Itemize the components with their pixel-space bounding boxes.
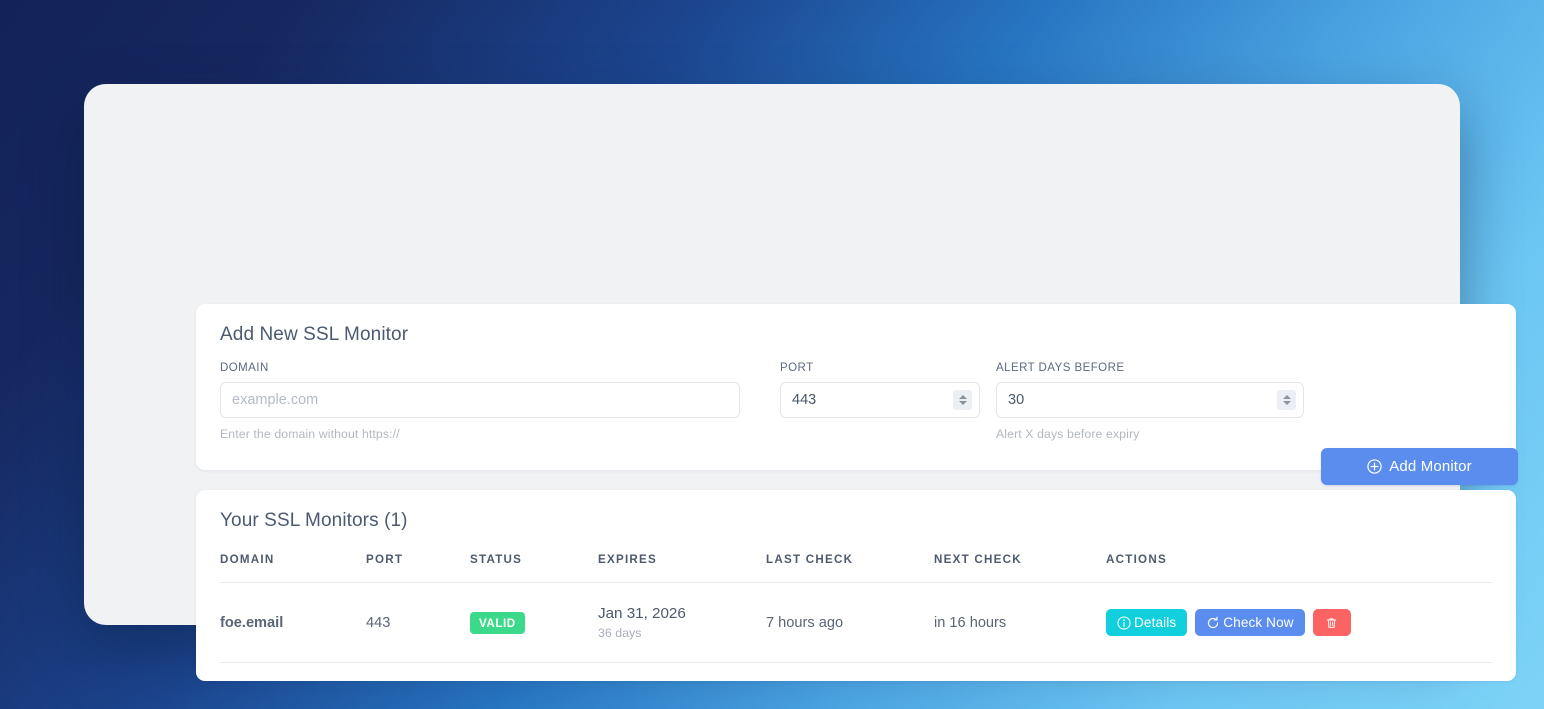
column-header-next-check: NEXT CHECK bbox=[934, 553, 1106, 583]
cell-actions: Details Check Now bbox=[1106, 582, 1492, 663]
add-monitor-card: Add New SSL Monitor DOMAIN Enter the dom… bbox=[196, 304, 1518, 485]
add-monitor-title: Add New SSL Monitor bbox=[220, 324, 409, 345]
port-field-group: PORT bbox=[780, 362, 980, 418]
chevron-up-icon[interactable] bbox=[1282, 395, 1291, 399]
table-header-row: DOMAIN PORT STATUS EXPIRES LAST CHECK NE… bbox=[220, 553, 1492, 583]
alert-days-hint: Alert X days before expiry bbox=[996, 427, 1140, 441]
cell-port: 443 bbox=[366, 582, 470, 663]
plus-circle-icon bbox=[1367, 459, 1382, 474]
port-label: PORT bbox=[780, 362, 814, 374]
domain-input[interactable] bbox=[220, 382, 740, 418]
refresh-icon bbox=[1206, 616, 1220, 630]
expires-days-remaining: 36 days bbox=[598, 626, 642, 640]
port-input[interactable] bbox=[780, 382, 980, 418]
details-button[interactable]: Details bbox=[1106, 609, 1188, 636]
domain-field-group: DOMAIN Enter the domain without https:// bbox=[220, 362, 740, 441]
monitors-table-head: DOMAIN PORT STATUS EXPIRES LAST CHECK NE… bbox=[220, 553, 1492, 583]
alert-days-stepper[interactable] bbox=[1277, 390, 1296, 410]
alert-days-label: ALERT DAYS BEFORE bbox=[996, 362, 1125, 374]
cell-expires: Jan 31, 2026 36 days bbox=[598, 582, 766, 663]
alert-days-input-wrap bbox=[996, 382, 1304, 418]
check-now-button[interactable]: Check Now bbox=[1195, 609, 1305, 636]
port-stepper[interactable] bbox=[953, 390, 972, 410]
monitors-list-title: Your SSL Monitors (1) bbox=[220, 510, 408, 531]
column-header-domain: DOMAIN bbox=[220, 553, 366, 583]
row-actions: Details Check Now bbox=[1106, 609, 1492, 636]
details-button-label: Details bbox=[1134, 615, 1177, 630]
port-input-wrap bbox=[780, 382, 980, 418]
cell-last-check: 7 hours ago bbox=[766, 582, 934, 663]
column-header-expires: EXPIRES bbox=[598, 553, 766, 583]
add-monitor-button[interactable]: Add Monitor bbox=[1321, 448, 1518, 485]
column-header-actions: ACTIONS bbox=[1106, 553, 1492, 583]
table-row: foe.email 443 VALID Jan 31, 2026 36 days… bbox=[220, 582, 1492, 663]
chevron-down-icon[interactable] bbox=[958, 401, 967, 405]
cell-next-check: in 16 hours bbox=[934, 582, 1106, 663]
add-monitor-form: DOMAIN Enter the domain without https://… bbox=[220, 362, 1518, 485]
column-header-last-check: LAST CHECK bbox=[766, 553, 934, 583]
expires-date: Jan 31, 2026 bbox=[598, 605, 686, 622]
trash-icon bbox=[1325, 616, 1338, 630]
status-badge: VALID bbox=[470, 611, 525, 634]
content-panel: Add New SSL Monitor DOMAIN Enter the dom… bbox=[84, 84, 1518, 681]
column-header-port: PORT bbox=[366, 553, 470, 583]
cell-status: VALID bbox=[470, 582, 598, 663]
chevron-up-icon[interactable] bbox=[958, 395, 967, 399]
info-circle-icon bbox=[1117, 615, 1131, 630]
delete-button[interactable] bbox=[1312, 609, 1351, 636]
alert-days-input[interactable] bbox=[996, 382, 1304, 418]
monitors-table-body: foe.email 443 VALID Jan 31, 2026 36 days… bbox=[220, 582, 1492, 663]
monitors-list-card: Your SSL Monitors (1) DOMAIN PORT STATUS… bbox=[196, 490, 1516, 681]
monitors-table: DOMAIN PORT STATUS EXPIRES LAST CHECK NE… bbox=[220, 553, 1492, 663]
check-now-button-label: Check Now bbox=[1223, 615, 1294, 630]
alert-days-field-group: ALERT DAYS BEFORE Alert X days before ex… bbox=[996, 362, 1304, 441]
chevron-down-icon[interactable] bbox=[1282, 401, 1291, 405]
add-monitor-button-label: Add Monitor bbox=[1389, 458, 1472, 475]
column-header-status: STATUS bbox=[470, 553, 598, 583]
cell-domain: foe.email bbox=[220, 582, 366, 663]
domain-label: DOMAIN bbox=[220, 362, 269, 374]
domain-hint: Enter the domain without https:// bbox=[220, 427, 400, 441]
